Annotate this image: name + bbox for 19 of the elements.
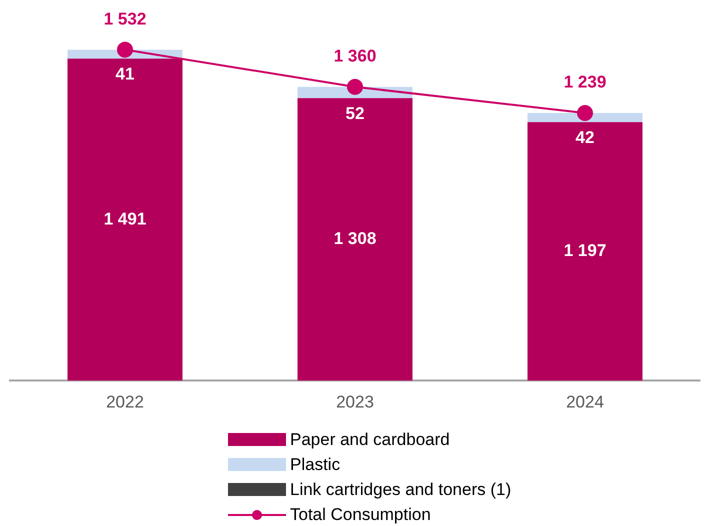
data-label: 1 308 bbox=[334, 229, 376, 248]
legend-label: Plastic bbox=[290, 454, 340, 474]
x-tick-label: 2024 bbox=[566, 392, 604, 412]
data-label: 1 239 bbox=[564, 72, 606, 92]
x-tick-label: 2023 bbox=[336, 392, 374, 412]
x-tick-label: 2022 bbox=[106, 392, 144, 412]
data-label: 1 532 bbox=[104, 9, 146, 28]
legend-label: Total Consumption bbox=[290, 504, 431, 524]
legend-label: Link cartridges and toners (1) bbox=[290, 480, 512, 500]
legend-label: Paper and cardboard bbox=[290, 430, 450, 450]
data-label: 1 197 bbox=[564, 241, 606, 260]
bar bbox=[68, 58, 182, 381]
bar bbox=[298, 98, 412, 381]
data-label: 42 bbox=[576, 128, 594, 147]
data-label: 1 360 bbox=[334, 46, 376, 66]
data-label: 41 bbox=[116, 64, 134, 84]
data-label: 52 bbox=[346, 104, 364, 123]
bar bbox=[528, 122, 642, 381]
data-label: 1 491 bbox=[104, 209, 146, 228]
